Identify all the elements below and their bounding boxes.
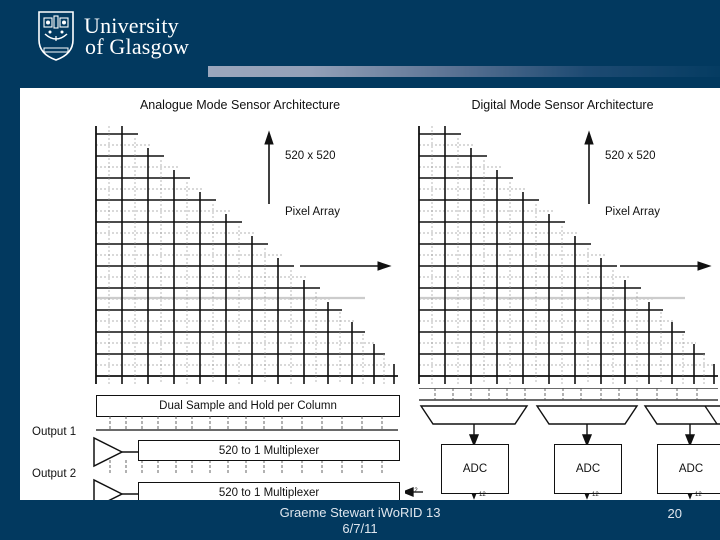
dual-sample-and-hold-box: Dual Sample and Hold per Column — [96, 395, 400, 417]
adc1-bit-width-label: 12 — [479, 492, 486, 498]
sensor-architecture-figure: Analogue Mode Sensor Architecture — [20, 88, 720, 500]
adc2-bit-width-label: 12 — [592, 492, 599, 498]
output2-amplifier-triangle — [93, 478, 138, 500]
footer-attribution: Graeme Stewart iWoRID 13 6/7/11 — [0, 505, 720, 537]
footer-line-2: 6/7/11 — [342, 521, 378, 536]
adc-box-3: ADC — [657, 444, 720, 494]
vertical-size-arrow — [264, 130, 274, 204]
header-gradient-rule — [208, 66, 720, 77]
university-of-glasgow-crest-icon — [38, 11, 74, 61]
output1-amplifier-triangle — [93, 436, 138, 468]
university-logo: University of Glasgow — [36, 10, 189, 62]
output-bit-width-label: 12 — [411, 488, 418, 494]
slide-number: 20 — [667, 506, 682, 521]
adc-box-2: ADC — [554, 444, 622, 494]
digital-mode-diagram: Digital Mode Sensor Architecture — [405, 88, 720, 500]
analogue-pixel-array-label: Pixel Array — [285, 206, 340, 218]
output-1-label: Output 1 — [32, 426, 77, 438]
multiplexer-1-box: 520 to 1 Multiplexer — [138, 440, 400, 461]
wordmark-line-2: of Glasgow — [85, 34, 190, 59]
adc3-bit-width-label: 12 — [695, 492, 702, 498]
digital-pixel-array-grid — [418, 126, 718, 384]
analogue-array-size-label: 520 x 520 — [285, 150, 336, 162]
digital-array-size-label: 520 x 520 — [605, 150, 656, 162]
horizontal-size-arrow — [300, 261, 392, 271]
wordmark-line-1: University — [84, 12, 179, 38]
slide-content-panel: Analogue Mode Sensor Architecture — [20, 88, 720, 500]
analogue-readout-connections — [93, 416, 398, 500]
digital-diagram-title: Digital Mode Sensor Architecture — [471, 98, 654, 112]
university-wordmark: University of Glasgow — [84, 12, 190, 59]
digital-pixel-array-label: Pixel Array — [605, 206, 660, 218]
adc-box-1: ADC — [441, 444, 509, 494]
output-2-label: Output 2 — [32, 468, 77, 480]
multiplexer-2-box: 520 to 1 Multiplexer — [138, 482, 400, 500]
analogue-pixel-array-grid — [95, 126, 398, 384]
analogue-diagram-title: Analogue Mode Sensor Architecture — [139, 98, 341, 112]
digital-mux-and-arrows — [405, 388, 720, 500]
analogue-mode-diagram: Analogue Mode Sensor Architecture — [32, 88, 400, 500]
footer-line-1: Graeme Stewart iWoRID 13 — [279, 505, 441, 520]
